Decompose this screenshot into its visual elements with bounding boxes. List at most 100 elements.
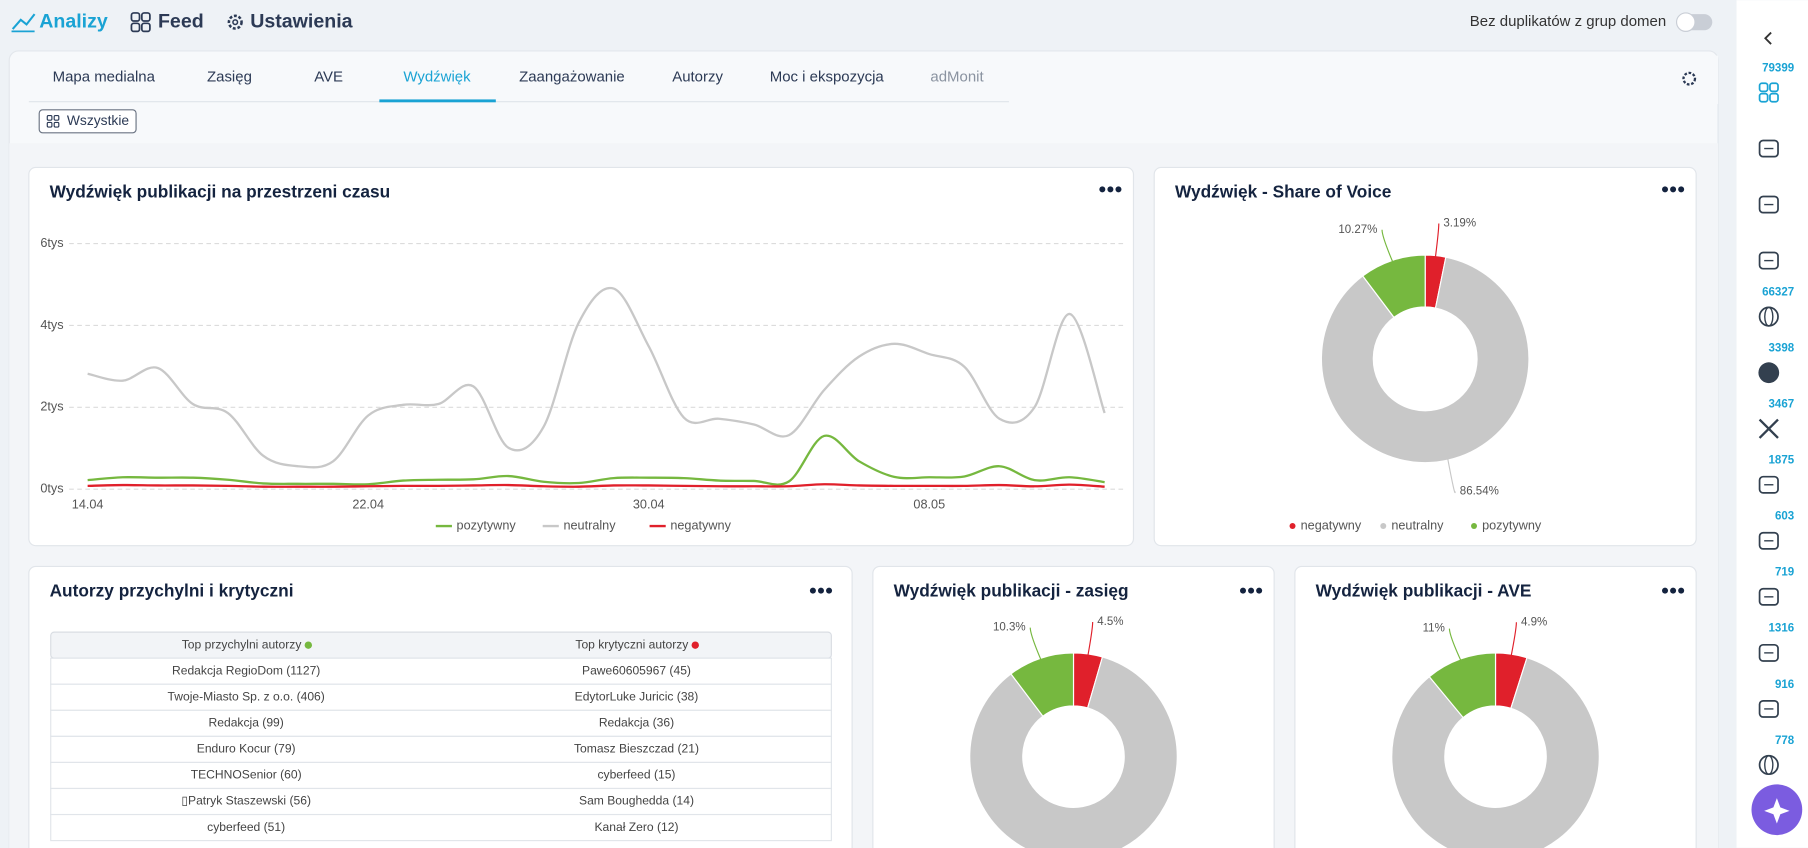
header-dot [304,641,313,649]
donut-slice [1391,657,1600,848]
table-cell: Twoje-Miasto Sp. z o.o. (406) [168,689,325,703]
card-menu[interactable] [1678,186,1685,193]
sidebar-count: 1875 [1769,455,1795,467]
table-row [50,709,832,737]
sidebar-count: 3398 [1769,343,1795,355]
legend-label[interactable]: negatywny [670,518,731,532]
card [872,565,1275,848]
line-series [87,483,1105,488]
y-tick-label: 0tys [40,481,63,495]
tab[interactable]: AVE [314,68,343,85]
sidebar-icon[interactable] [1758,139,1779,158]
card-menu[interactable] [1670,587,1677,594]
table-cell: Kanał Zero (12) [594,820,678,834]
collapse-button[interactable] [1764,31,1772,45]
sidebar-icon[interactable] [1758,475,1779,494]
card-menu[interactable] [1670,186,1677,193]
sidebar-icon[interactable] [1758,587,1779,606]
tab[interactable]: Autorzy [672,68,723,85]
donut-slice [1361,254,1426,319]
sidebar-icon[interactable] [1758,82,1769,93]
legend-swatch [1380,523,1387,530]
legend-label[interactable]: neutralny [563,518,616,532]
card-menu[interactable] [1107,186,1114,193]
data-label: 10.3% [993,622,1026,634]
legend-swatch [1471,523,1478,530]
nav-item[interactable]: Ustawienia [250,10,353,32]
tab-underline [379,99,496,103]
sidebar-icon[interactable] [1758,418,1779,439]
x-tick-label: 08.05 [913,498,945,512]
tab[interactable]: adMonit [930,68,984,85]
table-header-cell: Top przychylni autorzy [182,637,303,651]
label-leader [1087,621,1094,657]
settings-icon [232,19,239,26]
card-menu[interactable] [1678,587,1685,594]
table-cell: Redakcja RegioDom (1127) [172,663,320,677]
card-menu[interactable] [1115,186,1122,193]
donut-slice [1010,652,1075,717]
table-cell: Tomasz Bieszczad (21) [574,742,699,756]
legend-label[interactable]: neutralny [1391,518,1444,532]
sidebar-icon[interactable] [1758,643,1779,662]
sidebar-count: 603 [1775,511,1794,523]
card-menu[interactable] [1662,587,1669,594]
donut-slice [1320,256,1530,464]
y-tick-label: 2tys [40,400,63,414]
sidebar-count: 1316 [1769,623,1795,635]
sidebar-icon[interactable] [1758,92,1769,103]
label-leader [1381,229,1394,263]
card-menu[interactable] [826,587,833,594]
sidebar-icon[interactable] [1758,195,1779,214]
data-label: 4.5% [1097,616,1123,628]
tab[interactable]: Mapa medialna [53,68,156,85]
settings-icon [227,14,243,30]
label-leader [1510,622,1517,657]
legend-label[interactable]: pozytywny [1482,518,1542,532]
table-cell: Redakcja (36) [599,716,674,730]
card-menu[interactable] [809,587,816,594]
sidebar-icon[interactable] [1769,92,1779,103]
table-cell: TECHNOSenior (60) [191,768,302,782]
table-row [50,787,832,816]
sidebar-icon[interactable] [1758,699,1779,718]
table-cell: Sam Boughedda (14) [579,794,694,808]
sidebar-icon[interactable] [1758,251,1779,270]
sidebar-icon[interactable] [1769,82,1779,93]
y-tick-label: 6tys [40,236,63,250]
tab[interactable]: Zasięg [207,68,252,85]
analizy-icon [11,13,36,30]
table-cell: cyberfeed (15) [597,768,675,782]
card-menu[interactable] [1099,186,1106,193]
card-menu[interactable] [1662,186,1669,193]
card-menu[interactable] [817,587,824,594]
table-row [50,683,832,711]
filter-button[interactable] [38,109,137,134]
table-row [50,761,832,790]
tab[interactable]: Wydźwięk [403,68,471,85]
nav-item[interactable]: Feed [158,10,204,32]
label-leader [1434,223,1440,258]
card-menu[interactable] [1240,587,1246,594]
card [28,166,1135,547]
sidebar-icon[interactable] [1758,531,1779,550]
tab[interactable]: Moc i ekspozycja [770,68,885,85]
tab-settings[interactable] [1682,71,1697,86]
sidebar-count: 3467 [1769,399,1795,411]
tab[interactable]: Zaangażowanie [519,68,625,85]
sidebar-icon[interactable] [1758,362,1780,384]
card-title: Wydźwięk publikacji na przestrzeni czasu [50,181,391,201]
sidebar-icon [1764,306,1774,327]
legend-label[interactable]: pozytywny [457,518,517,532]
table-row [50,657,832,685]
sidebar-count: 778 [1775,735,1795,747]
card [1294,565,1697,848]
sidebar-count: 66327 [1762,286,1794,298]
card-menu[interactable] [1248,587,1255,594]
card-menu[interactable] [1256,587,1263,594]
nav-item[interactable]: Analizy [39,10,108,32]
legend-label[interactable]: negatywny [1301,518,1362,532]
table-cell: EdytorLuke Juricic (38) [575,689,699,703]
card-title: Autorzy przychylni i krytyczni [50,580,294,600]
card-title: Wydźwięk publikacji - AVE [1316,580,1532,600]
